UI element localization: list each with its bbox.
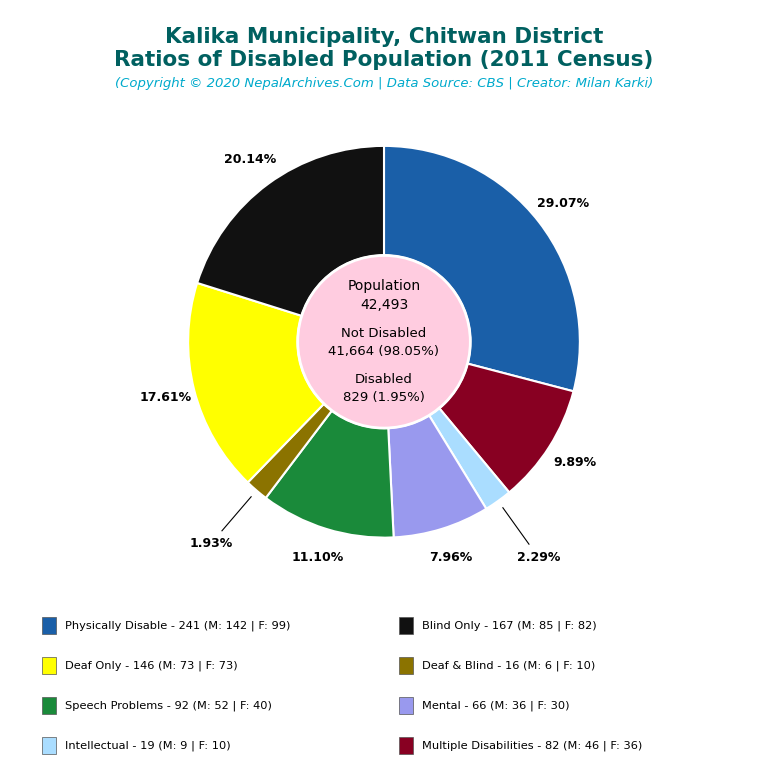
Text: 17.61%: 17.61%: [139, 391, 191, 404]
Text: 20.14%: 20.14%: [224, 154, 276, 166]
Text: 2.29%: 2.29%: [517, 551, 561, 564]
Wedge shape: [439, 363, 574, 492]
Text: 42,493: 42,493: [360, 299, 408, 313]
Text: Blind Only - 167 (M: 85 | F: 82): Blind Only - 167 (M: 85 | F: 82): [422, 621, 597, 631]
Text: 9.89%: 9.89%: [553, 456, 596, 469]
Wedge shape: [429, 408, 509, 508]
Text: 11.10%: 11.10%: [291, 551, 343, 564]
Text: Deaf Only - 146 (M: 73 | F: 73): Deaf Only - 146 (M: 73 | F: 73): [65, 660, 238, 671]
Wedge shape: [248, 404, 332, 498]
Circle shape: [298, 256, 470, 428]
Text: Multiple Disabilities - 82 (M: 46 | F: 36): Multiple Disabilities - 82 (M: 46 | F: 3…: [422, 740, 643, 751]
Text: 29.07%: 29.07%: [537, 197, 589, 210]
Text: 7.96%: 7.96%: [429, 551, 472, 564]
Text: Kalika Municipality, Chitwan District: Kalika Municipality, Chitwan District: [165, 27, 603, 47]
Text: Disabled: Disabled: [355, 373, 413, 386]
Text: 41,664 (98.05%): 41,664 (98.05%): [329, 346, 439, 359]
Text: Not Disabled: Not Disabled: [341, 327, 427, 340]
Text: Mental - 66 (M: 36 | F: 30): Mental - 66 (M: 36 | F: 30): [422, 700, 570, 711]
Text: Deaf & Blind - 16 (M: 6 | F: 10): Deaf & Blind - 16 (M: 6 | F: 10): [422, 660, 596, 671]
Text: Ratios of Disabled Population (2011 Census): Ratios of Disabled Population (2011 Cens…: [114, 50, 654, 70]
Wedge shape: [266, 411, 394, 538]
Wedge shape: [384, 146, 580, 392]
Text: Physically Disable - 241 (M: 142 | F: 99): Physically Disable - 241 (M: 142 | F: 99…: [65, 621, 290, 631]
Text: 1.93%: 1.93%: [190, 537, 233, 550]
Wedge shape: [188, 283, 324, 482]
Wedge shape: [197, 146, 384, 316]
Wedge shape: [389, 415, 486, 538]
Text: (Copyright © 2020 NepalArchives.Com | Data Source: CBS | Creator: Milan Karki): (Copyright © 2020 NepalArchives.Com | Da…: [115, 77, 653, 90]
Text: Population: Population: [347, 280, 421, 293]
Text: Speech Problems - 92 (M: 52 | F: 40): Speech Problems - 92 (M: 52 | F: 40): [65, 700, 272, 711]
Text: 829 (1.95%): 829 (1.95%): [343, 391, 425, 404]
Text: Intellectual - 19 (M: 9 | F: 10): Intellectual - 19 (M: 9 | F: 10): [65, 740, 231, 751]
